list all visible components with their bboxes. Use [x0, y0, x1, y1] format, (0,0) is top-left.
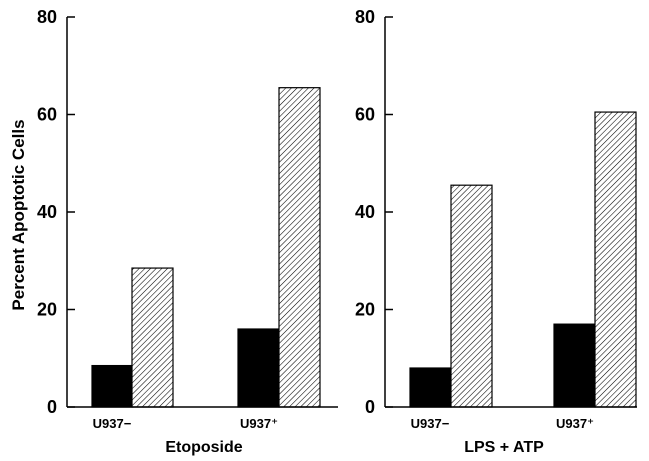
bar-hatched-2	[278, 87, 321, 408]
y-tick-label: 20	[355, 300, 375, 320]
category-label: U937⁺	[240, 416, 278, 431]
y-tick-label: 20	[37, 300, 57, 320]
x-axis-label: LPS + ATP	[464, 439, 544, 456]
bar-hatched-1	[450, 184, 493, 408]
y-axis-label: Percent Apoptotic Cells	[9, 119, 28, 310]
category-labels: U937− U937⁺	[411, 416, 594, 431]
bars	[409, 111, 637, 408]
bars	[91, 87, 321, 408]
y-axis-ticks: 0 20 40 60 80	[37, 7, 75, 417]
y-axis-ticks: 0 20 40 60 80	[355, 7, 393, 417]
x-axis-label: Etoposide	[165, 439, 242, 456]
chart-panel-lps-atp: 0 20 40 60 80 U937− U937⁺ LPS + ATP	[355, 7, 637, 456]
category-label: U937−	[411, 416, 450, 431]
y-tick-label: 80	[37, 7, 57, 27]
bar-solid-1	[409, 367, 452, 408]
y-tick-label: 80	[355, 7, 375, 27]
y-tick-label: 40	[355, 202, 375, 222]
bar-solid-2	[553, 323, 596, 408]
bar-solid-2	[237, 328, 280, 408]
category-label: U937−	[93, 416, 132, 431]
category-label: U937⁺	[556, 416, 594, 431]
y-tick-label: 0	[365, 397, 375, 417]
y-tick-label: 0	[47, 397, 57, 417]
category-labels: U937− U937⁺	[93, 416, 278, 431]
y-tick-label: 40	[37, 202, 57, 222]
y-tick-label: 60	[355, 105, 375, 125]
bar-hatched-1	[131, 267, 174, 408]
chart-panel-etoposide: 0 20 40 60 80 U937− U937⁺ Etoposide	[37, 7, 338, 456]
bar-hatched-2	[594, 111, 637, 408]
y-tick-label: 60	[37, 105, 57, 125]
bar-solid-1	[91, 364, 134, 408]
